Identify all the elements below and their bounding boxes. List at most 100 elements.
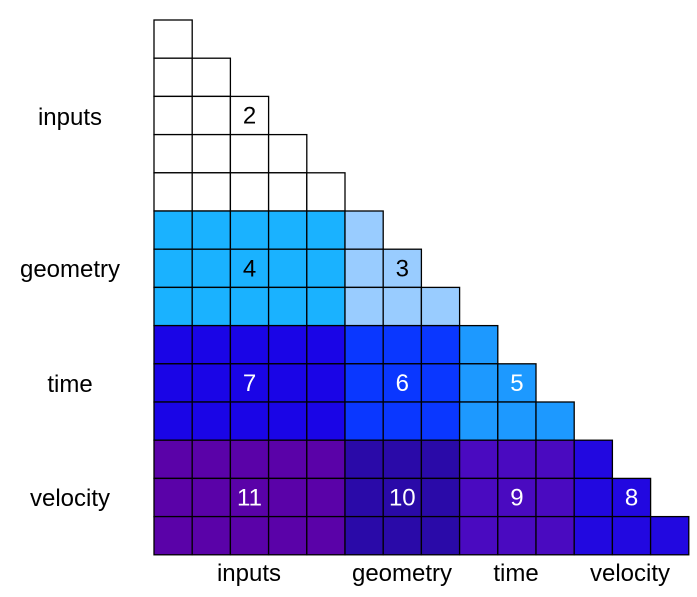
matrix-cell (382, 477, 423, 518)
matrix-cell (229, 172, 270, 212)
matrix-cell (153, 95, 193, 136)
matrix-cell (420, 324, 461, 365)
matrix-cell (535, 515, 575, 556)
matrix-cell (306, 477, 346, 518)
matrix-cell (420, 286, 461, 327)
matrix-cell (420, 363, 461, 403)
block-value-labels: 2 4 3 7 6 5 11 10 9 8 (237, 103, 638, 512)
matrix-cell (229, 401, 270, 441)
matrix-cell (344, 439, 384, 480)
matrix-cell (191, 324, 232, 365)
matrix-cell (306, 172, 346, 212)
block-value-label: 2 (243, 103, 256, 130)
matrix-cell (420, 401, 461, 441)
matrix-cell (306, 210, 346, 250)
matrix-cell (267, 401, 308, 441)
matrix-cell (153, 477, 193, 518)
matrix-cell (306, 515, 346, 556)
matrix-cell (191, 363, 232, 403)
matrix-cell (153, 401, 193, 441)
matrix-cell (191, 210, 232, 250)
matrix-cell (267, 248, 308, 289)
matrix-cell (267, 172, 308, 212)
matrix-cell (344, 363, 384, 403)
matrix-cell (382, 324, 423, 365)
matrix-cell (267, 324, 308, 365)
matrix-cell (306, 401, 346, 441)
matrix-cell (153, 210, 193, 250)
matrix-cell (458, 363, 499, 403)
block-value-label: 9 (510, 485, 523, 512)
matrix-cell (191, 57, 232, 98)
matrix-cell (458, 477, 499, 518)
matrix-cell (267, 210, 308, 250)
matrix-cell (306, 363, 346, 403)
matrix-cell (535, 477, 575, 518)
matrix-cell (229, 324, 270, 365)
matrix-cell (344, 477, 384, 518)
matrix-cell (535, 439, 575, 480)
matrix-cell (382, 515, 423, 556)
matrix-cell (344, 286, 384, 327)
matrix-cell (420, 515, 461, 556)
matrix-cell (267, 515, 308, 556)
matrix-cell (153, 133, 193, 174)
matrix-cell (344, 210, 384, 250)
matrix-cell (573, 477, 614, 518)
col-label-inputs: inputs (217, 560, 281, 587)
matrix-cell (267, 477, 308, 518)
block-value-label: 6 (396, 370, 409, 397)
matrix-cell (611, 477, 652, 518)
matrix-cell (344, 248, 384, 289)
row-label-geometry: geometry (20, 256, 120, 283)
matrix-cell (497, 401, 537, 441)
matrix-cell (153, 57, 193, 98)
matrix-cell (267, 363, 308, 403)
column-labels: inputs geometry time velocity (217, 560, 670, 587)
row-labels: inputs geometry time velocity (20, 104, 120, 512)
block-value-label: 7 (243, 370, 256, 397)
matrix-cell (306, 439, 346, 480)
matrix-cell (497, 439, 537, 480)
matrix-cell (573, 439, 614, 480)
matrix-cell (229, 515, 270, 556)
row-label-time: time (47, 371, 92, 398)
matrix-cell (267, 133, 308, 174)
matrix-cell (382, 286, 423, 327)
matrix-cell (573, 515, 614, 556)
matrix-cell (153, 324, 193, 365)
matrix-cell (458, 401, 499, 441)
matrix-cell (382, 439, 423, 480)
matrix-cell (344, 324, 384, 365)
matrix-cell (191, 133, 232, 174)
matrix-cell (191, 248, 232, 289)
matrix-cell (153, 515, 193, 556)
matrix-cell (191, 477, 232, 518)
matrix-cell (153, 172, 193, 212)
matrix-cell (306, 286, 346, 327)
col-label-time: time (493, 560, 538, 587)
block-value-label: 4 (243, 255, 256, 282)
matrix-cell (420, 477, 461, 518)
block-value-label: 3 (396, 255, 409, 282)
matrix-cell (153, 19, 193, 59)
matrix-cell (420, 439, 461, 480)
matrix-cell (229, 439, 270, 480)
matrix-cell (229, 286, 270, 327)
matrix-cell (458, 324, 499, 365)
matrix-cell (458, 515, 499, 556)
matrix-cell (458, 439, 499, 480)
matrix-cell (649, 515, 690, 556)
matrix-cell (191, 95, 232, 136)
matrix-cell (497, 363, 537, 403)
block-value-label: 10 (389, 485, 416, 512)
matrix-cell (153, 286, 193, 327)
matrix-cell (191, 515, 232, 556)
row-label-velocity: velocity (30, 485, 110, 512)
matrix-cell (611, 515, 652, 556)
matrix-cell (267, 286, 308, 327)
matrix-cell (191, 286, 232, 327)
block-value-label: 8 (625, 485, 638, 512)
matrix-grid (153, 19, 690, 556)
matrix-cell (267, 439, 308, 480)
